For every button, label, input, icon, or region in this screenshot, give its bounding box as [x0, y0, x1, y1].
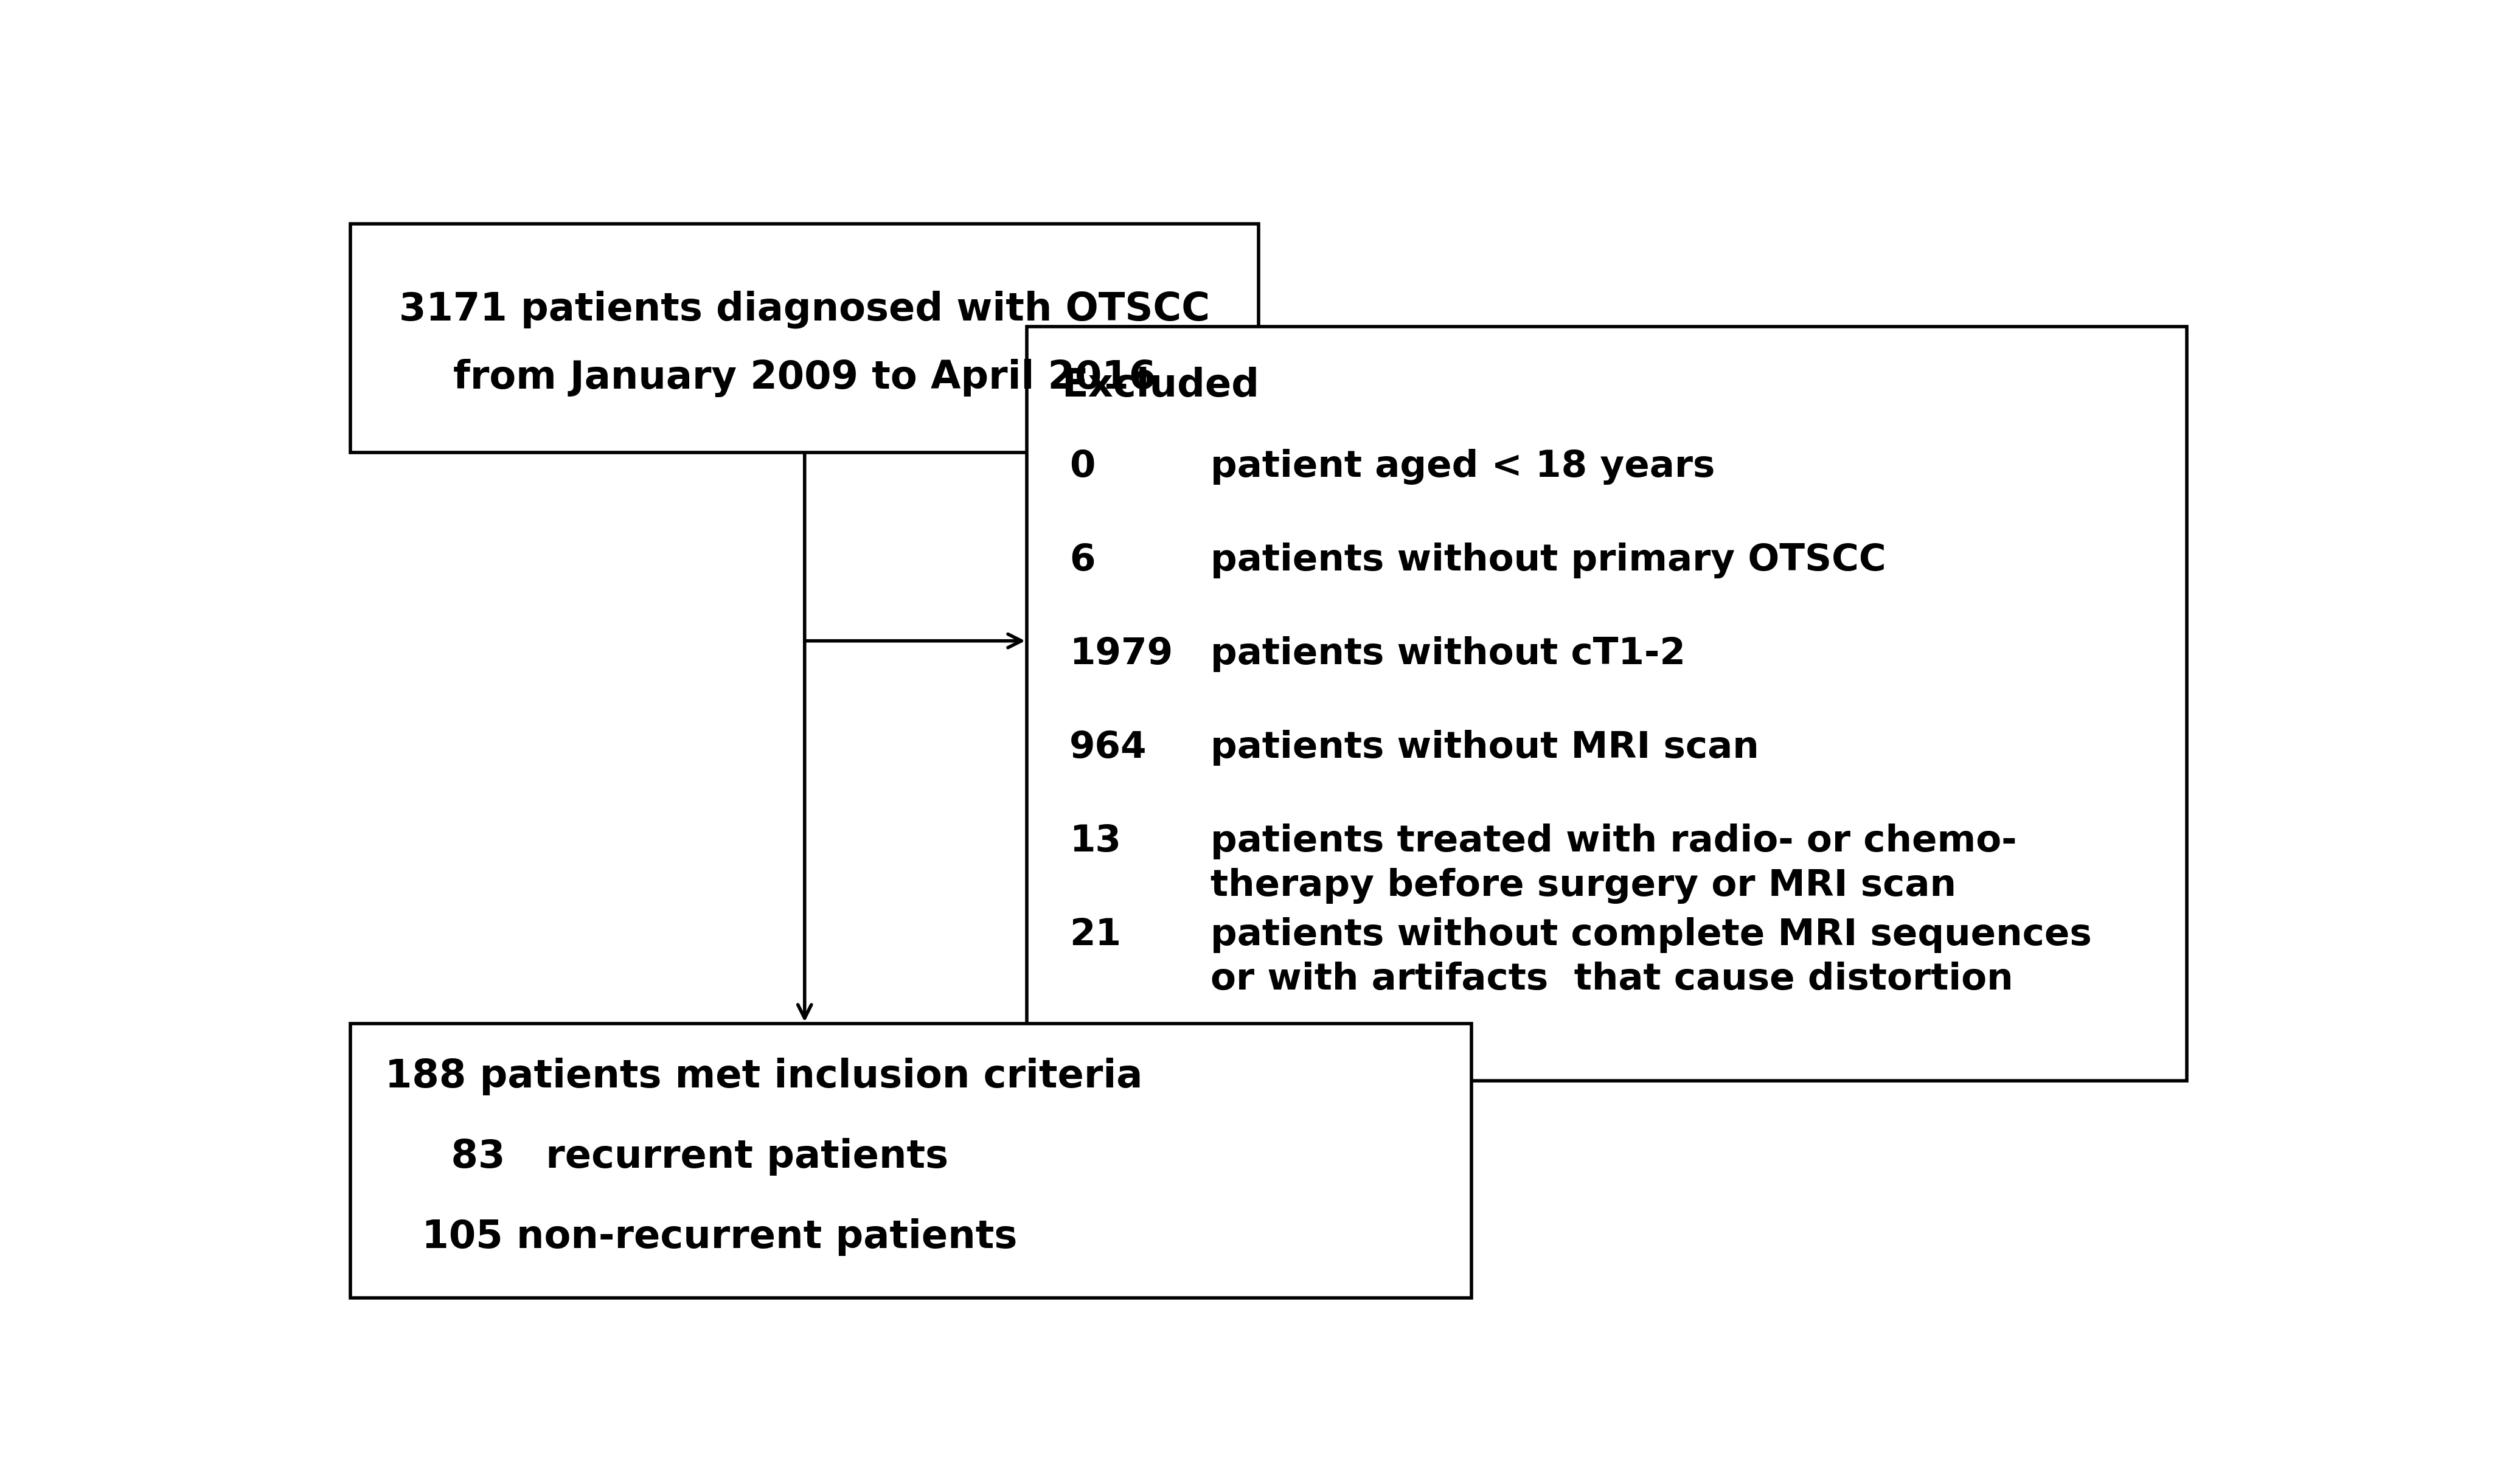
- Text: patients without complete MRI sequences
or with artifacts  that cause distortion: patients without complete MRI sequences …: [1210, 917, 2092, 997]
- Text: from January 2009 to April 2016: from January 2009 to April 2016: [454, 359, 1157, 398]
- FancyBboxPatch shape: [1028, 326, 2187, 1080]
- Text: 13: 13: [1070, 824, 1122, 859]
- Text: 964: 964: [1070, 730, 1147, 766]
- Text: patient aged < 18 years: patient aged < 18 years: [1210, 448, 1716, 485]
- Text: Excluded: Excluded: [1062, 367, 1259, 404]
- Text: 21: 21: [1070, 917, 1122, 953]
- FancyBboxPatch shape: [349, 1024, 1471, 1298]
- Text: patients treated with radio- or chemo-
therapy before surgery or MRI scan: patients treated with radio- or chemo- t…: [1210, 824, 2018, 904]
- Text: 188 patients met inclusion criteria: 188 patients met inclusion criteria: [384, 1058, 1142, 1095]
- FancyBboxPatch shape: [349, 224, 1259, 453]
- Text: 105 non-recurrent patients: 105 non-recurrent patients: [394, 1218, 1018, 1255]
- Text: 1979: 1979: [1070, 637, 1172, 672]
- Text: 83   recurrent patients: 83 recurrent patients: [424, 1138, 948, 1175]
- Text: 0: 0: [1070, 448, 1095, 485]
- Text: 6: 6: [1070, 543, 1095, 579]
- Text: 3171 patients diagnosed with OTSCC: 3171 patients diagnosed with OTSCC: [399, 291, 1210, 328]
- Text: patients without primary OTSCC: patients without primary OTSCC: [1210, 543, 1885, 579]
- Text: patients without MRI scan: patients without MRI scan: [1210, 730, 1758, 766]
- Text: patients without cT1-2: patients without cT1-2: [1210, 637, 1686, 672]
